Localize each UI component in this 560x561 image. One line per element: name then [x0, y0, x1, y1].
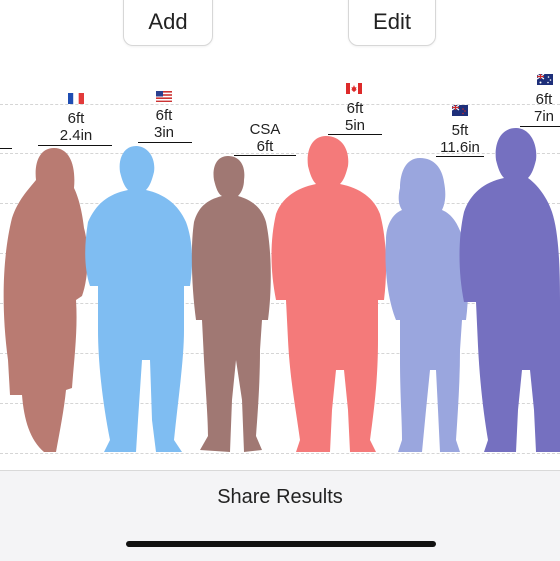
person-silhouette: [272, 136, 387, 452]
person-silhouette: [4, 148, 88, 452]
home-indicator: [126, 541, 436, 547]
silhouettes-layer: [0, 0, 560, 470]
person-silhouette: [385, 158, 468, 452]
share-results-button[interactable]: Share Results: [0, 486, 560, 509]
bottom-bar: [0, 470, 560, 561]
person-silhouette: [192, 156, 271, 452]
person-silhouette: [85, 146, 192, 452]
person-silhouette: [460, 128, 560, 452]
